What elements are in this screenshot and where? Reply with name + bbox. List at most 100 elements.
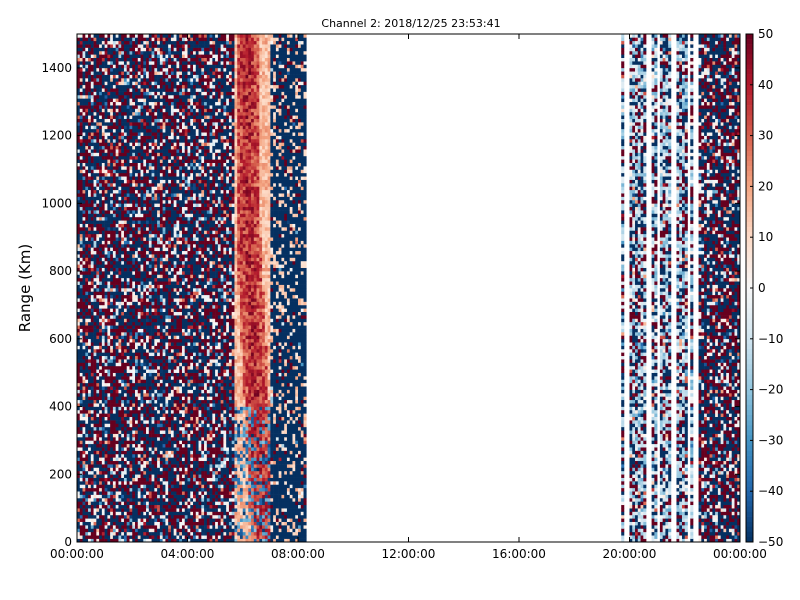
heatmap-cell [151,525,155,529]
heatmap-cell [162,284,166,289]
heatmap-cell [96,230,100,235]
heatmap-cell [151,420,155,424]
heatmap-cell [140,172,144,177]
heatmap-cell [121,497,125,502]
heatmap-cell [151,149,155,153]
heatmap-cell [137,528,141,533]
heatmap-cell [93,538,97,543]
heatmap-cell [115,260,119,265]
heatmap-cell [79,497,83,502]
heatmap-cell [96,443,100,448]
heatmap-cell [157,443,161,448]
heatmap-cell [159,528,163,533]
heatmap-cell [148,508,152,512]
heatmap-cell [104,511,108,516]
heatmap-cell [143,396,147,401]
heatmap-cell [112,342,116,346]
heatmap-cell [123,71,128,75]
heatmap-cell [115,267,119,272]
heatmap-cell [148,321,152,326]
heatmap-cell [107,464,111,468]
heatmap-cell [88,101,92,106]
heatmap-cell [77,189,81,194]
heatmap-cell [165,108,169,113]
heatmap-cell [110,203,114,208]
heatmap-cell [79,332,83,336]
heatmap-cell [159,118,163,123]
heatmap-cell [146,403,150,407]
heatmap-cell [137,362,141,367]
heatmap-cell [123,332,128,336]
heatmap-cell [165,233,169,238]
heatmap-cell [101,260,105,265]
heatmap-cell [143,467,147,472]
heatmap-cell [132,403,136,407]
heatmap-cell [126,497,130,502]
heatmap-cell [107,34,111,38]
heatmap-cell [135,321,139,326]
heatmap-cell [96,399,100,404]
heatmap-cell [132,210,136,214]
heatmap-cell [104,267,108,272]
heatmap-cell [137,193,141,197]
heatmap-cell [159,335,163,340]
heatmap-cell [146,335,150,340]
heatmap-cell [77,230,81,235]
heatmap-cell [104,78,108,82]
heatmap-cell [162,223,166,228]
heatmap-cell [85,40,89,45]
heatmap-cell [151,342,155,346]
heatmap-cell [157,389,161,394]
heatmap-cell [107,135,111,140]
heatmap-cell [107,406,111,411]
heatmap-cell [159,453,163,458]
heatmap-cell [123,78,128,82]
heatmap-cell [104,88,108,92]
heatmap-cell [123,318,128,323]
heatmap-cell [162,369,166,373]
heatmap-cell [104,504,108,509]
heatmap-cell [93,274,97,279]
heatmap-cell [132,342,136,346]
heatmap-cell [93,535,97,539]
heatmap-cell [165,230,169,235]
heatmap-cell [146,50,150,55]
heatmap-cell [135,94,139,99]
heatmap-cell [93,474,97,478]
heatmap-cell [135,494,139,499]
heatmap-cell [93,57,97,62]
heatmap-cell [115,335,119,340]
heatmap-cell [129,477,133,482]
heatmap-cell [159,379,163,384]
heatmap-cell [137,250,141,255]
heatmap-cell [132,260,136,265]
heatmap-cell [126,257,130,262]
heatmap-cell [93,332,97,336]
heatmap-cell [162,186,166,191]
heatmap-cell [93,227,97,231]
heatmap-cell [118,132,122,136]
heatmap-cell [135,260,139,265]
heatmap-cell [88,196,92,201]
heatmap-cell [159,84,163,89]
heatmap-cell [115,155,119,160]
heatmap-cell [154,338,158,343]
heatmap-cell [85,365,89,370]
heatmap-cell [129,538,133,543]
heatmap-cell [88,216,92,221]
heatmap-cell [151,538,155,543]
heatmap-cell [115,71,119,75]
heatmap-cell [79,464,83,468]
heatmap-cell [93,525,97,529]
heatmap-cell [132,294,136,299]
heatmap-cell [115,399,119,404]
heatmap-cell [162,233,166,238]
heatmap-cell [165,291,169,296]
heatmap-cell [85,491,89,495]
heatmap-cell [90,301,94,306]
heatmap-cell [77,359,81,363]
heatmap-cell [154,149,158,153]
heatmap-cell [88,359,92,363]
heatmap-cell [137,494,141,499]
heatmap-cell [88,294,92,299]
